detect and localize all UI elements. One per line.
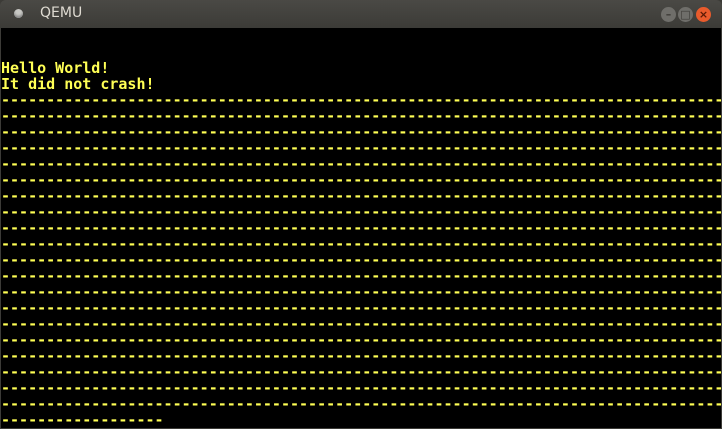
close-icon: × [698,8,709,21]
console-line: ----------------------------------------… [1,235,721,253]
maximize-button[interactable]: □ [678,7,693,22]
console-line: ----------------------------------------… [1,299,721,317]
console-line: ----------------------------------------… [1,219,721,237]
console-line: ----------------------------------------… [1,123,721,141]
window-title: QEMU [40,5,83,21]
console-line: ----------------------------------------… [1,331,721,349]
console-line [1,28,721,44]
title-bar[interactable]: QEMU – □ × [0,0,722,28]
close-button[interactable]: × [696,7,711,22]
console-line: It did not crash! [1,75,155,93]
console-line: Hello World! [1,59,110,77]
console-line: ----------------------------------------… [1,267,721,285]
console-line: ----------------------------------------… [1,347,721,365]
window-menu-icon[interactable] [14,9,23,18]
vm-console-screen[interactable]: Hello World! It did not crash! -----------… [1,28,721,428]
console-line: ----------------------------------------… [1,363,721,381]
console-line [1,44,721,60]
minimize-button[interactable]: – [661,7,676,22]
console-line: ----------------------------------------… [1,379,721,397]
console-line: ----------------------------------------… [1,139,721,157]
console-line: ----------------------------------------… [1,251,721,269]
console-line: ----------------------------------------… [1,91,721,109]
console-line: ----------------------------------------… [1,283,721,301]
console-line: ----------------------------------------… [1,107,721,125]
console-line: ----------------------------------------… [1,187,721,205]
console-line: ----------------------------------------… [1,155,721,173]
console-line: ----------------------------------------… [1,171,721,189]
minimize-icon: – [665,8,672,21]
console-line: ----------------------------------------… [1,315,721,333]
console-line: ----------------------------------------… [1,203,721,221]
maximize-icon: □ [680,8,691,21]
console-line: ----------------------------------------… [1,395,721,413]
console-line: ------------------ [1,411,164,428]
